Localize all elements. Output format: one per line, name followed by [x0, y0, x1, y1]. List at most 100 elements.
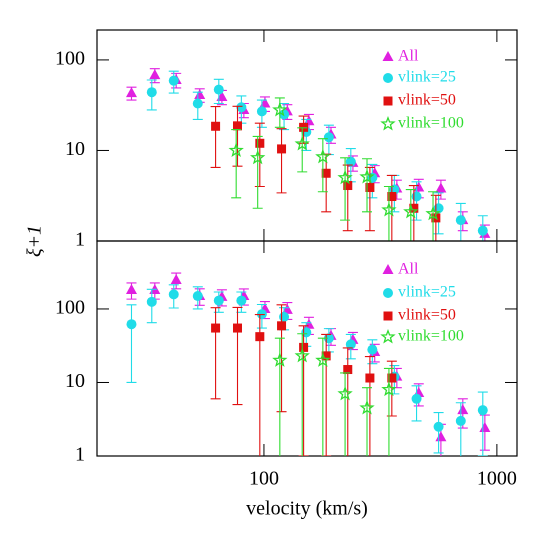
point: [433, 421, 444, 432]
point: [192, 291, 203, 302]
legend-label: vlink=100: [398, 115, 464, 132]
point: [381, 201, 397, 217]
point: [425, 205, 441, 221]
point: [233, 121, 243, 131]
point: [194, 88, 206, 99]
point: [170, 273, 182, 284]
legend-label: vlink=100: [398, 328, 464, 345]
point: [125, 87, 137, 98]
point: [255, 138, 265, 148]
point: [213, 84, 224, 95]
legend-marker: [380, 115, 396, 131]
point: [303, 318, 315, 329]
point: [146, 87, 157, 98]
error-bar: [274, 337, 285, 456]
error-bar: [340, 157, 351, 221]
error-bar: [231, 129, 242, 199]
error-bar: [383, 185, 394, 241]
point: [435, 431, 447, 442]
point: [345, 156, 356, 167]
error-bar: [276, 128, 287, 194]
point: [146, 296, 157, 307]
error-bar: [317, 138, 328, 193]
point: [233, 323, 243, 333]
point: [343, 365, 353, 375]
error-bar: [455, 402, 466, 456]
point: [211, 121, 221, 131]
point: [455, 415, 466, 426]
error-bar: [232, 306, 243, 406]
y-tick-label: 1: [75, 444, 85, 466]
point: [345, 339, 356, 350]
point: [321, 351, 331, 361]
point: [457, 404, 469, 415]
legend-marker: [383, 311, 393, 321]
legend-label: vlink=25: [398, 284, 456, 301]
point: [228, 142, 244, 157]
error-bar: [408, 184, 419, 241]
point: [236, 102, 247, 113]
x-tick-label: 1000: [477, 468, 517, 490]
point: [294, 347, 310, 363]
point: [359, 399, 375, 415]
point: [255, 332, 265, 342]
error-bar: [210, 307, 221, 400]
legend-label: All: [398, 48, 419, 65]
error-bar: [428, 191, 439, 241]
y-axis-label: ξ+1: [24, 225, 46, 257]
legend-label: All: [398, 261, 419, 278]
point: [236, 295, 247, 306]
legend-marker: [382, 264, 394, 274]
point: [403, 203, 419, 219]
y-tick-label: 100: [55, 297, 85, 319]
error-bar: [254, 122, 265, 188]
point: [411, 191, 422, 202]
point: [315, 352, 331, 367]
error-bar: [386, 360, 397, 417]
legend-label: vlink=50: [398, 307, 456, 324]
point: [277, 144, 287, 154]
y-tick-label: 100: [55, 48, 85, 70]
point: [455, 215, 466, 226]
point: [323, 132, 334, 143]
point: [365, 373, 375, 383]
legend-marker: [380, 328, 396, 344]
error-bar: [126, 304, 137, 384]
y-tick-label: 10: [65, 138, 85, 160]
point: [477, 225, 488, 236]
point: [279, 311, 290, 322]
point: [477, 405, 488, 416]
error-bar: [383, 367, 394, 456]
point: [435, 182, 447, 193]
legend-marker: [383, 73, 393, 83]
point: [168, 75, 179, 86]
point: [321, 168, 331, 178]
point: [126, 319, 137, 330]
point: [411, 393, 422, 404]
point: [294, 135, 310, 151]
error-bar: [433, 411, 444, 454]
point: [337, 385, 353, 401]
x-axis-label: velocity (km/s): [246, 498, 368, 520]
y-tick-label: 10: [65, 370, 85, 392]
point: [337, 169, 353, 185]
error-bar: [362, 158, 373, 213]
point: [272, 352, 288, 367]
legend-marker: [383, 288, 393, 298]
error-bar: [297, 127, 308, 173]
error-bar: [477, 391, 488, 456]
point: [315, 148, 331, 164]
point: [213, 295, 224, 306]
point: [272, 101, 288, 117]
point: [409, 203, 419, 213]
point: [367, 344, 378, 355]
legend-marker: [383, 96, 393, 106]
legend-marker: [382, 51, 394, 61]
point: [343, 181, 353, 191]
point: [149, 69, 161, 80]
error-bar: [252, 135, 263, 209]
legend-label: vlink=25: [398, 69, 456, 86]
point: [168, 289, 179, 300]
x-tick-label: 100: [249, 468, 279, 490]
